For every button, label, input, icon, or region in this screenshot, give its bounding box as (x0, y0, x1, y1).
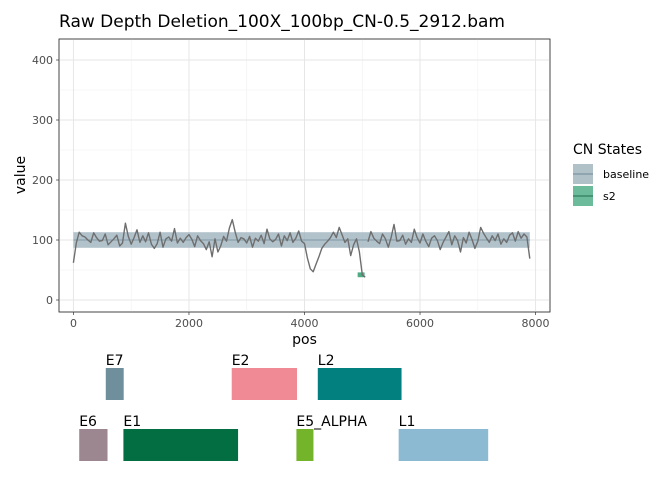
x-tick-label: 4000 (291, 317, 319, 330)
gene-E2 (231, 368, 297, 400)
y-tick-label: 400 (32, 54, 53, 67)
gene-L2 (317, 368, 402, 400)
chart-title: Raw Depth Deletion_100X_100bp_CN-0.5_291… (59, 12, 505, 32)
gene-L1 (398, 429, 489, 461)
gene-label-L1: L1 (399, 414, 416, 430)
y-tick-label: 100 (32, 234, 53, 247)
depth-line (367, 223, 531, 259)
y-axis-title: value (13, 156, 29, 194)
depth-line (72, 218, 366, 278)
legend: CN States baseline s2 (573, 142, 649, 206)
gene-label-E5_ALPHA: E5_ALPHA (296, 414, 367, 430)
y-tick-label: 0 (46, 294, 53, 307)
gene-label-L2: L2 (318, 353, 335, 369)
gene-label-E2: E2 (232, 353, 250, 369)
depth-line-layer (72, 218, 531, 278)
x-tick-label: 2000 (175, 317, 203, 330)
x-axis: 0 2000 4000 6000 8000 (70, 312, 550, 330)
y-tick-label: 300 (32, 114, 53, 127)
grid (59, 39, 550, 312)
y-tick-label: 200 (32, 174, 53, 187)
gene-E6 (79, 429, 108, 461)
gene-label-E1: E1 (123, 414, 141, 430)
gene-label-E7: E7 (106, 353, 124, 369)
s2-segment (357, 272, 365, 278)
gene-E7 (105, 368, 124, 400)
x-axis-title: pos (292, 332, 317, 348)
x-tick-label: 0 (70, 317, 77, 330)
gene-track: E7 E2 L2 E6 E1 E5_ALPHA L1 (79, 353, 489, 461)
x-tick-label: 8000 (522, 317, 550, 330)
gene-E5_ALPHA (296, 429, 314, 461)
legend-label-s2: s2 (603, 190, 616, 203)
x-tick-label: 6000 (406, 317, 434, 330)
y-axis: 0 100 200 300 400 (32, 54, 59, 307)
gene-label-E6: E6 (79, 414, 97, 430)
legend-label-baseline: baseline (603, 168, 649, 181)
legend-title: CN States (573, 142, 642, 158)
gene-E1 (123, 429, 239, 461)
